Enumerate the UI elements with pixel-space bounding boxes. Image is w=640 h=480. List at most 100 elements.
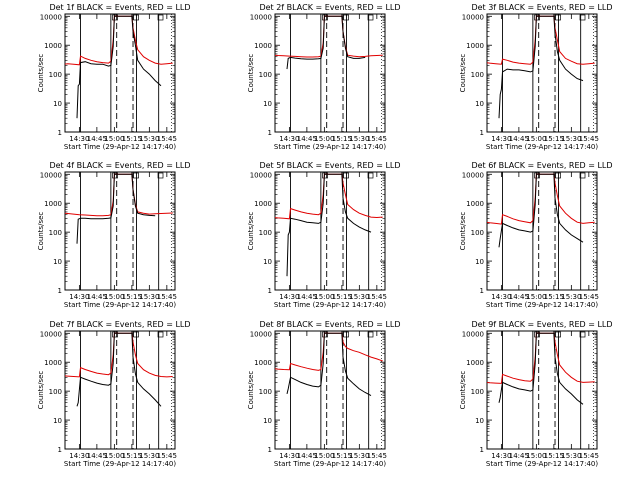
- y-axis-label: Counts/sec: [459, 212, 467, 251]
- mode-marker: [555, 14, 561, 21]
- series-group: [65, 15, 173, 119]
- mode-marker: [343, 14, 349, 21]
- mode-marker: [367, 331, 374, 338]
- x-tick-label: 15:30: [139, 293, 159, 301]
- x-tick-label: 15:00: [104, 293, 124, 301]
- chart-title: Det 1f BLACK = Events, RED = LLD: [49, 3, 190, 12]
- mode-marker: [579, 14, 586, 21]
- chart-panel-5: Det 5f BLACK = Events, RED = LLD 1 10 100 10…: [247, 161, 401, 309]
- y-axis-label: Counts/sec: [459, 54, 467, 93]
- y-tick-label: 100: [471, 388, 484, 396]
- chart-title: Det 6f BLACK = Events, RED = LLD: [471, 161, 612, 170]
- chart-title: Det 2f BLACK = Events, RED = LLD: [259, 3, 400, 12]
- mode-marker: [579, 172, 586, 179]
- x-tick-label: 15:15: [544, 293, 564, 301]
- plot-frame: [274, 171, 386, 291]
- mode-marker: [157, 14, 164, 21]
- series-events: [498, 173, 584, 248]
- x-tick-label: 15:15: [122, 135, 142, 143]
- mode-marker: [133, 14, 139, 21]
- y-axis-label: Counts/sec: [247, 54, 255, 93]
- x-axis-label: Start Time (29-Apr-12 14:17:40): [486, 301, 598, 309]
- y-tick-label: 1000: [466, 200, 484, 208]
- x-tick-label: 14:45: [297, 135, 317, 143]
- x-tick-label: 15:15: [122, 293, 142, 301]
- x-axis-label: Start Time (29-Apr-12 14:17:40): [64, 143, 176, 151]
- y-tick-label: 1000: [44, 359, 62, 367]
- y-tick-label: 1000: [466, 359, 484, 367]
- y-tick-label: 1: [480, 287, 484, 295]
- y-tick-label: 10: [263, 100, 272, 108]
- y-tick-label: 10000: [250, 13, 272, 21]
- mode-marker: [157, 172, 164, 179]
- chart-panel-4: Det 4f BLACK = Events, RED = LLD 1 10 100 10…: [37, 161, 191, 309]
- y-tick-label: 1: [268, 446, 272, 454]
- series-events: [76, 173, 156, 244]
- y-tick-label: 1: [58, 287, 62, 295]
- x-tick-label: 15:15: [122, 452, 142, 460]
- y-tick-label: 100: [259, 229, 272, 237]
- y-tick-label: 10: [53, 100, 62, 108]
- series-group: [487, 332, 595, 405]
- x-tick-label: 14:45: [297, 452, 317, 460]
- y-axis-label: Counts/sec: [37, 371, 45, 410]
- x-tick-label: 15:45: [579, 452, 599, 460]
- x-tick-label: 15:30: [561, 293, 581, 301]
- plot-frame: [64, 171, 176, 291]
- mode-marker: [367, 14, 374, 21]
- y-tick-label: 10: [475, 100, 484, 108]
- x-axis-label: Start Time (29-Apr-12 14:17:40): [274, 460, 386, 468]
- series-group: [275, 173, 383, 277]
- y-axis-label: Counts/sec: [37, 54, 45, 93]
- mode-marker: [157, 331, 164, 338]
- x-tick-label: 15:45: [367, 293, 387, 301]
- y-tick-label: 10000: [40, 13, 62, 21]
- chart-title: Det 7f BLACK = Events, RED = LLD: [49, 320, 190, 329]
- y-tick-label: 1: [480, 129, 484, 137]
- x-tick-label: 15:00: [526, 452, 546, 460]
- x-tick-label: 15:30: [349, 135, 369, 143]
- x-tick-label: 15:00: [314, 135, 334, 143]
- mode-marker: [133, 172, 139, 179]
- plot-frame: [486, 330, 598, 450]
- x-tick-label: 15:00: [104, 452, 124, 460]
- series-group: [65, 332, 173, 407]
- series-events: [498, 332, 584, 405]
- plot-frame: [274, 13, 386, 133]
- x-tick-label: 15:45: [157, 452, 177, 460]
- x-axis-label: Start Time (29-Apr-12 14:17:40): [486, 143, 598, 151]
- chart-title: Det 4f BLACK = Events, RED = LLD: [49, 161, 190, 170]
- plot-frame: [274, 330, 386, 450]
- mode-marker: [555, 331, 561, 338]
- x-tick-label: 14:45: [509, 293, 529, 301]
- plot-frame: [64, 13, 176, 133]
- chart-panel-9: Det 9f BLACK = Events, RED = LLD 1 10 100 10…: [459, 320, 613, 468]
- x-tick-label: 15:15: [332, 293, 352, 301]
- plot-frame: [64, 330, 176, 450]
- y-tick-label: 1: [58, 129, 62, 137]
- y-tick-label: 10000: [40, 330, 62, 338]
- chart-title: Det 5f BLACK = Events, RED = LLD: [259, 161, 400, 170]
- x-tick-label: 14:45: [87, 135, 107, 143]
- x-tick-label: 14:30: [491, 293, 511, 301]
- x-tick-label: 15:30: [349, 293, 369, 301]
- y-tick-label: 100: [49, 71, 62, 79]
- y-axis-label: Counts/sec: [459, 371, 467, 410]
- x-tick-label: 14:30: [491, 135, 511, 143]
- chart-title: Det 3f BLACK = Events, RED = LLD: [471, 3, 612, 12]
- y-tick-label: 10000: [40, 171, 62, 179]
- mode-marker: [534, 331, 540, 338]
- y-tick-label: 1: [268, 129, 272, 137]
- series-group: [275, 15, 383, 70]
- y-tick-label: 10: [263, 417, 272, 425]
- x-tick-label: 15:30: [349, 452, 369, 460]
- x-tick-label: 15:30: [561, 135, 581, 143]
- series-group: [487, 173, 595, 248]
- y-tick-label: 100: [259, 71, 272, 79]
- series-events: [286, 15, 366, 70]
- y-tick-label: 10: [475, 417, 484, 425]
- y-axis-label: Counts/sec: [247, 371, 255, 410]
- series-group: [275, 332, 383, 397]
- series-events: [76, 15, 162, 119]
- x-tick-label: 15:15: [332, 135, 352, 143]
